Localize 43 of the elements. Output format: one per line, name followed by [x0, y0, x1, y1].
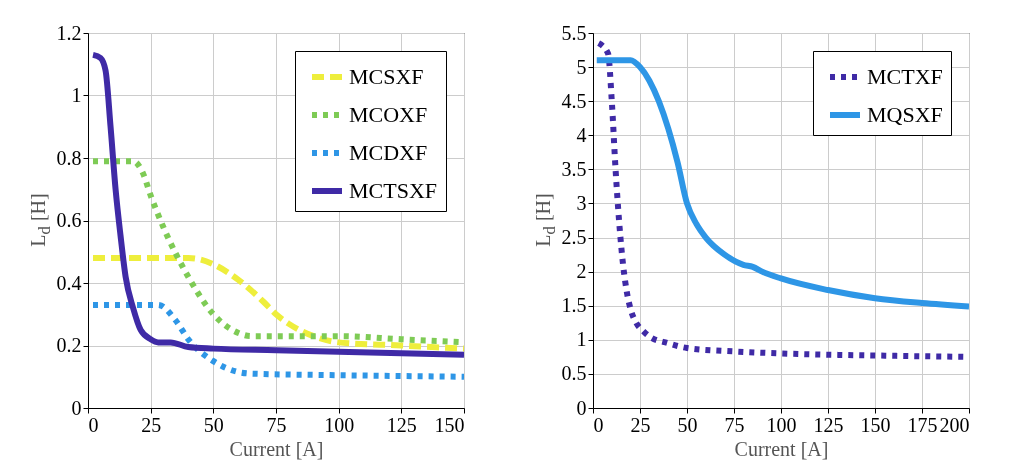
y-tick-label: 0.5	[561, 362, 587, 385]
y-tick-label: 4	[576, 123, 587, 146]
y-tick-label: 1.5	[561, 294, 587, 317]
x-tick-label: 25	[630, 413, 651, 436]
y-tick-label: 0.8	[56, 146, 82, 169]
y-tick-label: 0.2	[56, 334, 82, 356]
x-tick-label: 50	[203, 413, 224, 436]
legend-label: MCSXF	[349, 64, 424, 89]
legend-label: MCTSXF	[349, 178, 438, 203]
y-tick-label: 0.6	[56, 209, 82, 231]
y-tick-label: 1.2	[56, 21, 82, 44]
legend-label: MQSXF	[867, 102, 943, 127]
x-tick-label: 150	[434, 413, 465, 436]
x-tick-label: 75	[724, 413, 745, 436]
x-tick-label: 100	[324, 413, 355, 436]
x-tick-label: 150	[860, 413, 891, 436]
y-tick-label: 4.5	[561, 89, 587, 112]
x-tick-label: 50	[677, 413, 698, 436]
y-tick-label: 0	[576, 396, 587, 419]
x-axis-title: Current [A]	[734, 437, 829, 460]
x-tick-label: 100	[766, 413, 797, 436]
x-tick-label: 75	[266, 413, 287, 436]
y-tick-label: 3	[576, 191, 587, 214]
y-tick-label: 5	[576, 55, 587, 78]
y-tick-label: 0	[71, 396, 82, 419]
y-tick-label: 2	[576, 260, 587, 283]
y-tick-label: 1	[576, 328, 587, 351]
x-axis-title: Current [A]	[229, 437, 324, 460]
x-tick-label: 125	[386, 413, 417, 436]
legend-label: MCDXF	[349, 140, 428, 165]
x-tick-label: 200	[939, 413, 970, 436]
legend-label: MCOXF	[349, 102, 428, 127]
y-tick-label: 1	[71, 84, 82, 106]
x-tick-label: 0	[593, 413, 604, 436]
x-tick-label: 125	[813, 413, 844, 436]
x-tick-label: 25	[141, 413, 162, 436]
y-tick-label: 0.4	[56, 271, 82, 294]
y-tick-label: 5.5	[561, 21, 587, 44]
x-tick-label: 0	[88, 413, 99, 436]
legend-label: MCTXF	[867, 64, 943, 89]
y-tick-label: 2.5	[561, 226, 587, 249]
y-tick-label: 3.5	[561, 157, 587, 180]
x-tick-label: 175	[907, 413, 938, 436]
